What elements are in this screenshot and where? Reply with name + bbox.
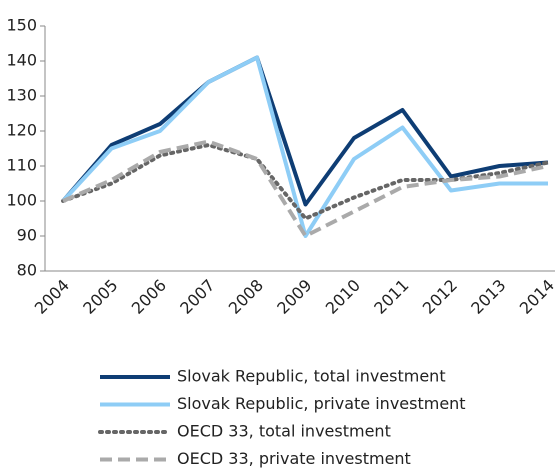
y-tick-label: 140 (6, 51, 37, 70)
x-tick-label: 2004 (31, 276, 73, 318)
y-tick-label: 100 (6, 191, 37, 210)
x-tick-label: 2013 (467, 276, 509, 318)
y-tick-label: 120 (6, 121, 37, 140)
y-tick-label: 90 (17, 226, 37, 245)
legend-label: OECD 33, private investment (177, 449, 411, 468)
x-tick-label: 2009 (273, 276, 315, 318)
y-tick-label: 130 (6, 86, 37, 105)
legend-label: Slovak Republic, private investment (177, 394, 466, 413)
x-tick-label: 2005 (79, 276, 121, 318)
x-tick-label: 2006 (128, 276, 170, 318)
legend-label: OECD 33, total investment (177, 422, 391, 441)
y-tick-label: 110 (6, 156, 37, 175)
series-line (61, 55, 548, 238)
x-tick-label: 2010 (322, 276, 364, 318)
y-tick-label: 80 (17, 261, 37, 280)
y-tick-label: 150 (6, 16, 37, 35)
x-tick-label: 2014 (516, 276, 558, 318)
series-line (61, 55, 549, 207)
x-tick-label: 2008 (225, 276, 267, 318)
x-tick-label: 2007 (176, 276, 218, 318)
series-line (61, 143, 550, 221)
x-tick-label: 2011 (370, 276, 412, 318)
x-tick-label: 2012 (419, 276, 461, 318)
series-line (62, 139, 549, 238)
legend-label: Slovak Republic, total investment (177, 367, 446, 386)
